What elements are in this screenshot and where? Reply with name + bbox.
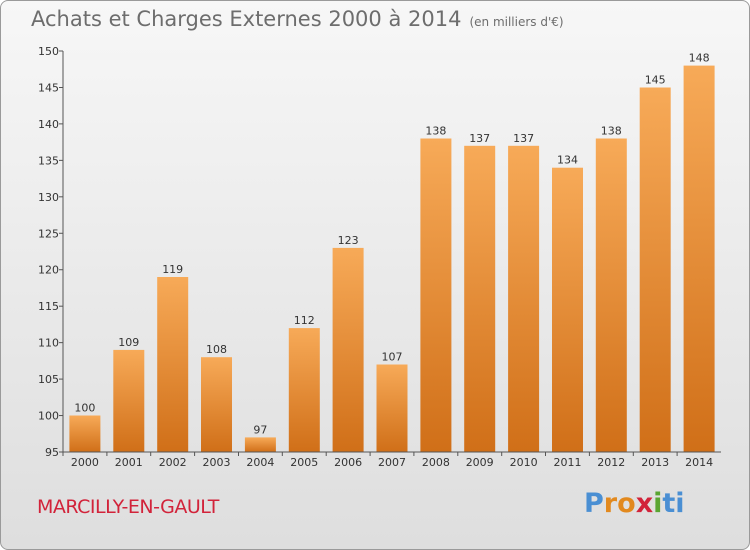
x-tick-label-2007: 2007 [378, 456, 406, 469]
logo-letter: r [603, 488, 618, 519]
value-label-2002: 119 [162, 263, 183, 276]
x-tick-label-2000: 2000 [71, 456, 99, 469]
y-tick-label-120: 120 [38, 264, 59, 277]
value-label-2009: 137 [469, 132, 490, 145]
x-tick-label-2011: 2011 [554, 456, 582, 469]
x-tick-label-2012: 2012 [597, 456, 625, 469]
labels-group: 100 2000 109 2001 119 2002 108 2003 97 2004 112 200… [38, 45, 713, 469]
bars-group [69, 65, 715, 453]
bar-2000 [69, 415, 101, 452]
y-tick-label-100: 100 [38, 410, 59, 423]
value-label-2008: 138 [425, 125, 446, 138]
y-tick-label-110: 110 [38, 337, 59, 350]
logo-letter: i [653, 488, 663, 519]
y-tick-label-115: 115 [38, 300, 59, 313]
title-text: Achats et Charges Externes 2000 à 2014 [31, 7, 462, 31]
x-tick-label-2006: 2006 [334, 456, 362, 469]
x-tick-label-2009: 2009 [466, 456, 494, 469]
bar-2010 [508, 145, 540, 453]
unit-text: (en milliers d'€) [469, 15, 564, 29]
bar-2003 [201, 357, 232, 452]
value-label-2007: 107 [382, 351, 403, 364]
logo-letter: i [675, 488, 685, 519]
value-label-2004: 97 [253, 423, 267, 436]
bar-2014 [683, 65, 715, 452]
value-label-2013: 145 [645, 74, 666, 87]
bar-2013 [639, 87, 671, 452]
value-label-2001: 109 [118, 336, 139, 349]
value-label-2011: 134 [557, 154, 578, 167]
commune-name: MARCILLY-EN-GAULT [37, 496, 219, 518]
chart-title: Achats et Charges Externes 2000 à 2014 (e… [31, 7, 564, 31]
value-label-2010: 137 [513, 132, 534, 145]
logo-letter: P [584, 488, 604, 519]
x-tick-label-2008: 2008 [422, 456, 450, 469]
bar-2011 [552, 167, 583, 452]
y-tick-label-130: 130 [38, 191, 59, 204]
bar-2012 [595, 138, 627, 452]
value-label-2003: 108 [206, 343, 227, 356]
value-label-2012: 138 [601, 125, 622, 138]
bar-2009 [464, 145, 496, 453]
x-tick-label-2013: 2013 [641, 456, 669, 469]
y-tick-label-135: 135 [38, 154, 59, 167]
logo-letter: x [635, 488, 654, 519]
logo-letter: t [662, 488, 676, 519]
value-label-2006: 123 [338, 234, 359, 247]
value-label-2014: 148 [689, 52, 710, 65]
bar-2001 [113, 349, 145, 452]
bar-2002 [157, 277, 189, 452]
value-label-2005: 112 [294, 314, 315, 327]
bar-2006 [332, 247, 364, 452]
y-tick-label-140: 140 [38, 118, 59, 131]
x-tick-label-2010: 2010 [510, 456, 538, 469]
x-tick-label-2004: 2004 [246, 456, 274, 469]
x-tick-label-2005: 2005 [290, 456, 318, 469]
y-tick-label-145: 145 [38, 82, 59, 95]
x-tick-label-2001: 2001 [115, 456, 143, 469]
x-tick-label-2002: 2002 [159, 456, 187, 469]
value-label-2000: 100 [74, 402, 95, 415]
proxiti-logo: Proxiti [584, 488, 685, 519]
x-tick-label-2014: 2014 [685, 456, 713, 469]
axes-group [59, 50, 721, 456]
bar-2007 [376, 364, 408, 452]
bar-2005 [288, 328, 320, 452]
y-tick-label-95: 95 [45, 446, 59, 459]
y-tick-label-125: 125 [38, 227, 59, 240]
bar-2008 [420, 138, 452, 452]
y-tick-label-150: 150 [38, 45, 59, 58]
logo-letter: o [617, 488, 636, 519]
bar-2004 [244, 437, 276, 452]
y-tick-label-105: 105 [38, 373, 59, 386]
x-tick-label-2003: 2003 [203, 456, 231, 469]
